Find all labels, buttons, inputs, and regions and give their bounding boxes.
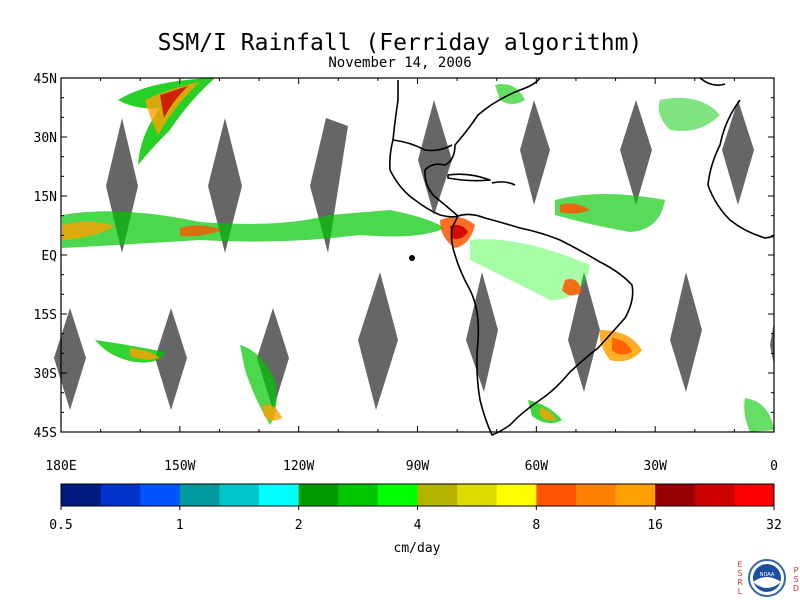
colorbar: 0.5 1 2 4 8 16 32 [49, 483, 782, 533]
noaa-logo: NOAA [748, 559, 786, 597]
colorbar-swatch [655, 484, 696, 506]
colorbar-swatch [496, 484, 537, 506]
rain-core [145, 82, 200, 135]
rain-core [62, 221, 115, 240]
longitude-axis: 180E 150W 120W 90W 60W 30W 0 [45, 78, 778, 474]
colorbar-tick-label: 32 [766, 518, 782, 533]
colorbar-swatch [457, 484, 498, 506]
rain-core [560, 203, 590, 214]
lon-tick-label: 0 [770, 459, 778, 474]
rain-band-amazon [470, 239, 590, 300]
swath-gap [670, 272, 702, 392]
lat-tick-label: 45S [34, 426, 57, 441]
lat-tick-label: 30N [34, 131, 57, 146]
swath-gap [770, 322, 774, 365]
colorbar-tick-label: 0.5 [49, 518, 72, 533]
coastline-africa [707, 99, 775, 239]
rain-band-far-east-atl [744, 398, 774, 432]
lon-tick-label: 30W [643, 459, 667, 474]
swath-gap [208, 118, 242, 253]
lat-tick-label: 15S [34, 308, 57, 323]
swath-gap [155, 308, 187, 410]
rainfall-patterns [62, 78, 774, 432]
rain-band-atlantic-ne [658, 97, 720, 131]
colorbar-swatch [179, 484, 220, 506]
rain-band-pacific-north [118, 78, 215, 165]
colorbar-swatch [140, 484, 181, 506]
swath-gap [466, 272, 498, 392]
coastline-greenland-edge [699, 77, 726, 86]
lat-tick-label: EQ [41, 249, 57, 264]
colorbar-tick-label: 16 [647, 518, 663, 533]
rain-core [262, 404, 282, 421]
colorbar-tick-label: 4 [414, 518, 422, 533]
coastline-cuba [447, 173, 491, 182]
coastline-hispaniola [491, 181, 516, 186]
lon-tick-label: 120W [283, 459, 314, 474]
colorbar-swatch [536, 484, 577, 506]
latitude-axis: 45N 30N 15N EQ 15S 30S 45S [34, 72, 774, 441]
swath-gap [620, 100, 652, 205]
lat-tick-label: 45N [34, 72, 57, 87]
swath-gaps [54, 100, 774, 410]
colorbar-swatch [615, 484, 656, 506]
colorbar-tick-label: 8 [532, 518, 540, 533]
coastline-gulf [392, 139, 453, 152]
map-title: SSM/I Rainfall (Ferriday algorithm) [157, 30, 643, 56]
rain-core [450, 224, 468, 240]
map-date: November 14, 2006 [328, 55, 472, 71]
colorbar-tick-label: 2 [295, 518, 303, 533]
rain-core [540, 408, 556, 421]
rain-band-itcz [62, 210, 445, 248]
colorbar-swatch [417, 484, 458, 506]
lon-tick-label: 60W [525, 459, 549, 474]
logo-noaa-text: NOAA [760, 572, 775, 578]
rain-band-atlantic-north [555, 194, 665, 232]
swath-gap [54, 308, 86, 410]
swath-gap [418, 100, 452, 215]
colorbar-swatch [734, 484, 775, 506]
colorbar-swatch [575, 484, 617, 506]
colorbar-swatch [61, 484, 102, 506]
swath-gap [257, 308, 289, 410]
lat-tick-label: 30S [34, 367, 57, 382]
rain-core [562, 278, 582, 296]
swath-gap [358, 272, 398, 410]
lat-tick-label: 15N [34, 190, 57, 205]
coastlines [389, 77, 775, 436]
colorbar-unit-label: cm/day [394, 541, 441, 556]
rain-core [612, 338, 632, 355]
galapagos-marker [409, 255, 415, 261]
colorbar-swatch [259, 484, 300, 506]
coastline-south-america [450, 213, 634, 436]
colorbar-swatch [338, 484, 379, 506]
swath-gap [568, 272, 600, 392]
rain-core [130, 348, 160, 360]
colorbar-tick-label: 1 [176, 518, 184, 533]
lon-tick-label: 180E [45, 459, 76, 474]
swath-gap [520, 100, 550, 205]
colorbar-swatch [219, 484, 260, 506]
rain-core [180, 225, 222, 237]
rain-core [160, 86, 188, 118]
map-layer [54, 77, 775, 436]
lon-tick-label: 90W [406, 459, 430, 474]
colorbar-swatch [377, 484, 418, 506]
lon-tick-label: 150W [164, 459, 195, 474]
coastline-north-america [389, 77, 541, 218]
colorbar-swatch [100, 484, 141, 506]
colorbar-swatch [694, 484, 735, 506]
swath-gap [722, 100, 754, 205]
colorbar-swatch [298, 484, 339, 506]
